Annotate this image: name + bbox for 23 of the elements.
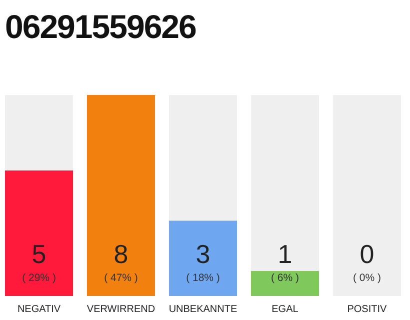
bar bbox=[86, 95, 156, 296]
bar bbox=[250, 95, 320, 271]
bar bbox=[5, 170, 74, 296]
bar bbox=[5, 95, 74, 170]
annotation: ( 18% ) bbox=[186, 272, 220, 284]
x-tick-label: EGAL bbox=[272, 304, 299, 315]
annotation: 8 bbox=[114, 239, 128, 269]
annotation: ( 29% ) bbox=[22, 272, 56, 284]
bar bbox=[168, 95, 238, 221]
x-tick-label: NEGATIV bbox=[17, 304, 61, 315]
x-tick-label: UNBEKANNTE bbox=[168, 304, 238, 315]
annotation: 5 bbox=[32, 239, 46, 269]
annotation: ( 6% ) bbox=[270, 272, 299, 284]
annotation: 1 bbox=[278, 239, 292, 269]
bar bbox=[250, 270, 320, 296]
annotation: 3 bbox=[196, 239, 210, 269]
x-tick-label: POSITIV bbox=[347, 304, 388, 315]
bar bbox=[168, 220, 238, 296]
chart-title: 06291559626 bbox=[5, 8, 197, 45]
annotation: 0 bbox=[360, 239, 374, 269]
annotation: ( 47% ) bbox=[104, 272, 138, 284]
x-tick-label: VERWIRREND bbox=[86, 304, 156, 315]
annotation: ( 0% ) bbox=[352, 272, 381, 284]
